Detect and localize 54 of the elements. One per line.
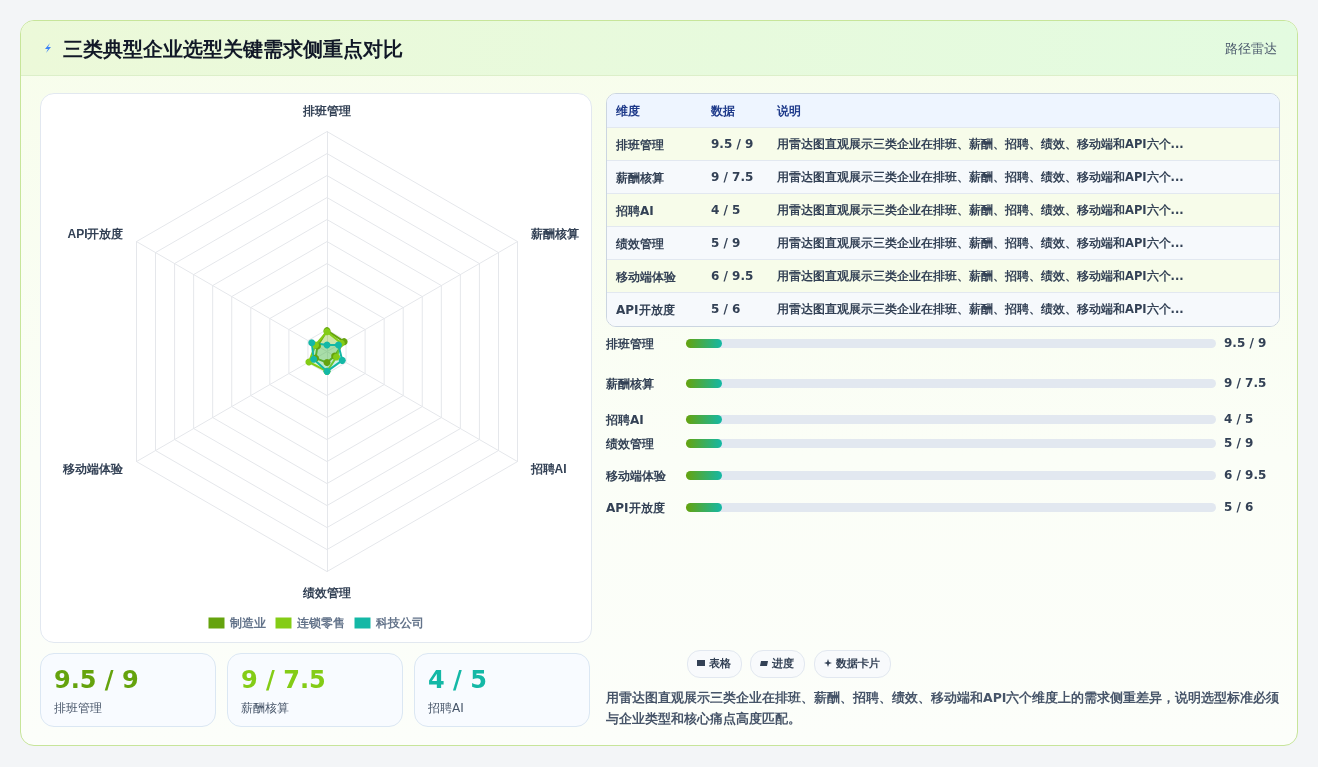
text: 5 / 9 — [1224, 436, 1254, 450]
text: 进度 — [772, 657, 794, 670]
text: 9.5 / 9 — [1224, 336, 1267, 350]
category-label: API开放度 — [606, 501, 665, 515]
category-label: 移动端体验 — [606, 469, 666, 483]
text: 9.5 / 9 — [711, 137, 754, 151]
text: 数据卡片 — [836, 657, 880, 670]
text: 用雷达图直观展示三类企业在排班、薪酬、招聘、绩效、移动端和API六个... — [777, 170, 1184, 184]
text: 用雷达图直观展示三类企业在排班、薪酬、招聘、绩效、移动端和API六个... — [777, 203, 1184, 217]
text: 用雷达图直观展示三类企业在排班、薪酬、招聘、绩效、移动端和API六个... — [777, 269, 1184, 283]
legend-label: 科技公司 — [374, 616, 424, 630]
text: 路径雷达 — [1225, 40, 1277, 58]
spoke-label: 薪酬核算 — [529, 227, 579, 242]
spoke-label: 移动端体验 — [62, 462, 125, 477]
category-label: 招聘AI — [606, 413, 644, 427]
category-label: 薪酬核算 — [241, 701, 289, 715]
category-label: 薪酬核算 — [606, 377, 654, 391]
category-label: 排班管理 — [606, 337, 654, 351]
legend-label: 制造业 — [228, 616, 266, 630]
spoke-label: 排班管理 — [302, 103, 351, 118]
text: 5 / 6 — [1224, 500, 1254, 514]
text: 9.5 / 9 — [54, 666, 139, 694]
category-label: 排班管理 — [616, 138, 664, 152]
text: 数据 — [711, 103, 735, 120]
text: 说明 — [777, 103, 801, 120]
text: 9 / 7.5 — [711, 170, 754, 184]
spoke-label: 招聘AI — [529, 462, 567, 477]
text: 5 / 6 — [711, 302, 741, 316]
text: 4 / 5 — [428, 666, 487, 694]
category-label: 绩效管理 — [616, 237, 664, 251]
text: 维度 — [616, 103, 640, 120]
text: 表格 — [709, 657, 731, 670]
text: 9 / 7.5 — [1224, 376, 1267, 390]
text: 用雷达图直观展示三类企业在排班、薪酬、招聘、绩效、移动端和API六个维度上的需求侧重差异，说明选型标准必须与企业类型和核心痛点高度匹配。 — [606, 689, 1281, 728]
text: 6 / 9.5 — [1224, 468, 1267, 482]
text: 4 / 5 — [711, 203, 741, 217]
category-label: 招聘AI — [428, 701, 464, 715]
category-label: 招聘AI — [616, 204, 654, 218]
category-label: 排班管理 — [54, 701, 102, 715]
text: 5 / 9 — [711, 236, 741, 250]
text: 6 / 9.5 — [711, 269, 754, 283]
text: 用雷达图直观展示三类企业在排班、薪酬、招聘、绩效、移动端和API六个... — [777, 137, 1184, 152]
text: 用雷达图直观展示三类企业在排班、薪酬、招聘、绩效、移动端和API六个... — [777, 236, 1184, 250]
legend-label: 连锁零售 — [295, 616, 345, 630]
category-label: 移动端体验 — [616, 270, 676, 284]
spoke-label: API开放度 — [67, 227, 124, 242]
chart-title: 三类典型企业选型关键需求侧重点对比 — [63, 36, 403, 63]
category-label: API开放度 — [616, 303, 675, 317]
category-label: 绩效管理 — [606, 437, 654, 451]
text: 9 / 7.5 — [241, 666, 326, 694]
text: 用雷达图直观展示三类企业在排班、薪酬、招聘、绩效、移动端和API六个... — [777, 302, 1184, 316]
text: 4 / 5 — [1224, 412, 1254, 426]
spoke-label: 绩效管理 — [302, 585, 351, 600]
category-label: 薪酬核算 — [616, 171, 664, 185]
